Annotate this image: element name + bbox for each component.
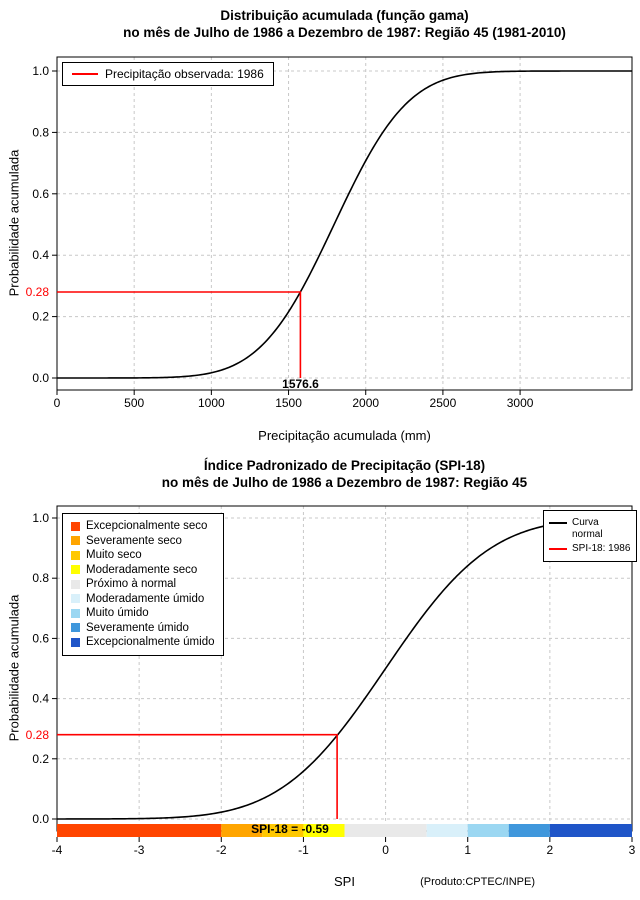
legend-item: Severamente seco [71, 534, 215, 549]
category-label: Próximo à normal [86, 578, 177, 591]
category-swatch-icon [71, 579, 80, 589]
legend-item: Severamente úmido [71, 621, 215, 636]
legend-item: Muito seco [71, 548, 215, 563]
observed-line-label: Precipitação observada: 1986 [105, 67, 264, 81]
tick-labels: 0 500 1000 1500 2000 2500 3000 0.0 0.2 0.4 0.6 0.8 1… [32, 64, 533, 410]
x-tick-label: -2 [216, 843, 227, 857]
spi-chart-title-line1: Índice Padronizado de Precipitação (SPI-… [203, 458, 486, 473]
spi-value-annotation-label: SPI-18 = -0.59 [251, 822, 329, 836]
legend-line-label: Curva normal [572, 517, 603, 540]
y-tick-label: 1.0 [32, 511, 49, 525]
observed-line-sample-icon [72, 73, 98, 75]
category-swatch-icon [71, 637, 80, 647]
cdf-curve [57, 517, 633, 820]
annotation-lines [57, 733, 338, 819]
x-tick-label: 500 [124, 396, 144, 410]
spi-band-segment [57, 824, 222, 837]
category-swatch-icon [71, 565, 80, 575]
category-label: Muito seco [86, 549, 142, 562]
x-tick-label: -3 [134, 843, 145, 857]
legend-item: Excepcionalmente seco [71, 519, 215, 534]
x-tick-label: 0 [54, 396, 61, 410]
category-swatch-icon [71, 623, 80, 633]
spi-band-segment [426, 824, 468, 837]
annotation-lines [57, 291, 302, 378]
y-tick-label: 0.6 [32, 631, 49, 645]
x-tick-label: -4 [52, 843, 63, 857]
legend-item: Muito úmido [71, 606, 215, 621]
spi-y-axis-label: Probabilidade acumulada [6, 594, 22, 742]
x-tick-label: 2000 [352, 396, 379, 410]
plot-border [56, 56, 633, 391]
x-tick-label: 3000 [507, 396, 534, 410]
legend-item: Moderadamente seco [71, 563, 215, 578]
cdf-curve [57, 70, 632, 379]
y-tick-label: 0.0 [32, 812, 49, 826]
spi-band-segment [221, 824, 263, 837]
category-swatch-icon [71, 536, 80, 546]
y-tick-label: 1.0 [32, 64, 49, 78]
y-tick-label: 0.4 [32, 692, 49, 706]
category-swatch-icon [71, 521, 80, 531]
category-label: Moderadamente úmido [86, 592, 205, 605]
category-label: Severamente seco [86, 534, 182, 547]
product-credit: (Produto:CPTEC/INPE) [420, 876, 535, 888]
y-tick-label: 0.8 [32, 571, 49, 585]
spi-x-axis-label: SPI [334, 874, 355, 889]
category-label: Severamente úmido [86, 621, 189, 634]
spi-categories-legend: Excepcionalmente seco Severamente seco Mui… [62, 513, 224, 656]
spi-chart-title-line2: no mês de Julho de 1986 a Dezembro de 19… [161, 475, 528, 490]
spi-prob-annotation-label: 0.28 [25, 728, 49, 742]
spi-band-segment [508, 824, 550, 837]
x-tick-label: 1 [464, 843, 471, 857]
tick-marks [52, 70, 521, 395]
spi-band-segment [344, 824, 427, 837]
x-tick-label: 2500 [430, 396, 457, 410]
category-swatch-icon [71, 608, 80, 618]
spi-lines-legend: Curva normal SPI-18: 1986 [543, 510, 637, 562]
category-swatch-icon [71, 594, 80, 604]
x-tick-label: 1000 [198, 396, 225, 410]
y-tick-label: 0.0 [32, 371, 49, 385]
spi-band-segment [549, 824, 632, 837]
legend-line-label: SPI-18: 1986 [572, 543, 631, 554]
line-sample-icon [549, 548, 567, 550]
x-tick-label: 1500 [275, 396, 302, 410]
category-label: Excepcionalmente seco [86, 520, 208, 533]
y-tick-label: 0.6 [32, 187, 49, 201]
category-label: Muito úmido [86, 607, 149, 620]
gamma-value-annotation-label: 1576.6 [282, 377, 319, 391]
spi-band-segment [262, 824, 304, 837]
y-tick-label: 0.2 [32, 310, 49, 324]
spi-band-segment [303, 824, 345, 837]
gamma-chart-title-line1: Distribuição acumulada (função gama) [220, 8, 469, 23]
x-tick-label: 2 [547, 843, 554, 857]
category-swatch-icon [71, 550, 80, 560]
x-tick-label: 3 [629, 843, 636, 857]
gamma-x-axis-label: Precipitação acumulada (mm) [258, 428, 431, 443]
legend-item: Excepcionalmente úmido [71, 635, 215, 650]
y-tick-label: 0.8 [32, 125, 49, 139]
spi-band-segment [467, 824, 509, 837]
gridlines [56, 57, 632, 390]
category-label: Excepcionalmente úmido [86, 636, 215, 649]
x-tick-label: 0 [382, 843, 389, 857]
tick-marks [52, 517, 633, 842]
y-tick-label: 0.2 [32, 752, 49, 766]
category-label: Moderadamente seco [86, 563, 198, 576]
legend-item: Próximo à normal [71, 577, 215, 592]
gamma-prob-annotation-label: 0.28 [25, 285, 49, 299]
legend-item: Curva normal [549, 517, 631, 541]
x-tick-label: -1 [298, 843, 309, 857]
gamma-y-axis-label: Probabilidade acumulada [6, 149, 22, 297]
y-tick-label: 0.4 [32, 248, 49, 262]
gamma-chart-title-line2: no mês de Julho de 1986 a Dezembro de 19… [123, 25, 566, 40]
legend-item: Moderadamente úmido [71, 592, 215, 607]
legend-item: SPI-18: 1986 [549, 543, 631, 555]
gamma-legend: Precipitação observada: 1986 [62, 62, 274, 86]
line-sample-icon [549, 522, 567, 524]
tick-labels: -4 -3 -2 -1 0 1 2 3 0.0 0.2 0.4 0.6 0.8 1.0 [32, 511, 635, 857]
